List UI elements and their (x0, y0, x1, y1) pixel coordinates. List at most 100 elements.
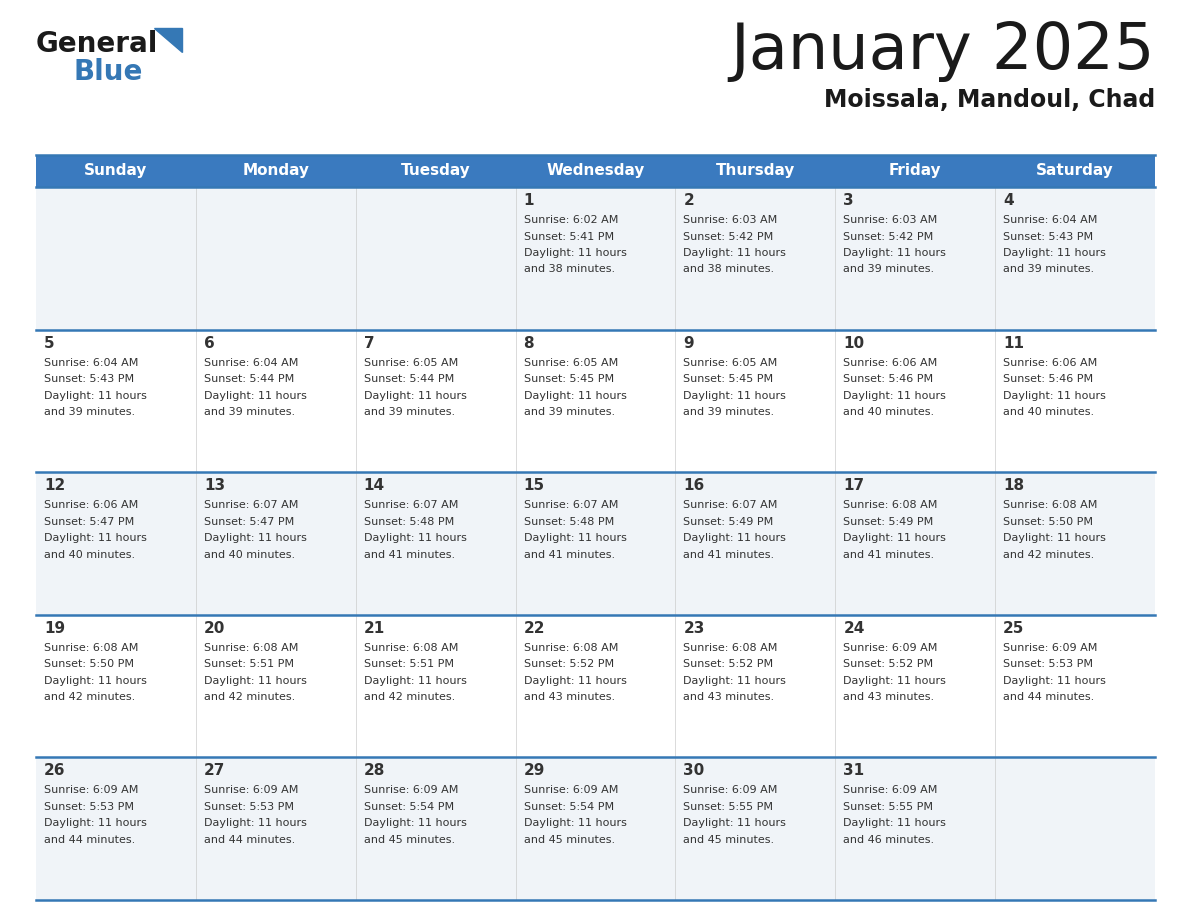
Text: and 38 minutes.: and 38 minutes. (524, 264, 614, 274)
Text: Sunrise: 6:08 AM: Sunrise: 6:08 AM (364, 643, 459, 653)
Text: Sunset: 5:53 PM: Sunset: 5:53 PM (44, 802, 134, 812)
Text: Sunset: 5:55 PM: Sunset: 5:55 PM (683, 802, 773, 812)
Text: Sunrise: 6:08 AM: Sunrise: 6:08 AM (524, 643, 618, 653)
Text: Daylight: 11 hours: Daylight: 11 hours (364, 390, 467, 400)
Text: Friday: Friday (889, 163, 942, 178)
Text: and 42 minutes.: and 42 minutes. (1003, 550, 1094, 560)
Text: Sunset: 5:45 PM: Sunset: 5:45 PM (683, 375, 773, 384)
Text: Saturday: Saturday (1036, 163, 1114, 178)
Text: and 39 minutes.: and 39 minutes. (1003, 264, 1094, 274)
Text: and 38 minutes.: and 38 minutes. (683, 264, 775, 274)
Text: Sunrise: 6:05 AM: Sunrise: 6:05 AM (364, 358, 457, 367)
Text: 17: 17 (843, 478, 865, 493)
Text: Sunset: 5:53 PM: Sunset: 5:53 PM (204, 802, 293, 812)
Text: Sunset: 5:49 PM: Sunset: 5:49 PM (843, 517, 934, 527)
Text: Daylight: 11 hours: Daylight: 11 hours (843, 390, 946, 400)
Text: Daylight: 11 hours: Daylight: 11 hours (364, 676, 467, 686)
Text: Daylight: 11 hours: Daylight: 11 hours (44, 533, 147, 543)
Text: Daylight: 11 hours: Daylight: 11 hours (364, 533, 467, 543)
Text: Sunset: 5:50 PM: Sunset: 5:50 PM (44, 659, 134, 669)
Text: Sunset: 5:45 PM: Sunset: 5:45 PM (524, 375, 614, 384)
Text: Blue: Blue (74, 58, 144, 86)
Text: Sunset: 5:53 PM: Sunset: 5:53 PM (1003, 659, 1093, 669)
Text: 8: 8 (524, 336, 535, 351)
Text: Sunrise: 6:09 AM: Sunrise: 6:09 AM (364, 786, 459, 795)
Text: Sunset: 5:42 PM: Sunset: 5:42 PM (843, 231, 934, 241)
Text: Sunset: 5:48 PM: Sunset: 5:48 PM (364, 517, 454, 527)
Text: Sunset: 5:52 PM: Sunset: 5:52 PM (524, 659, 614, 669)
Text: 15: 15 (524, 478, 544, 493)
Bar (36, 155, 1155, 187)
Text: 25: 25 (1003, 621, 1024, 636)
Text: and 43 minutes.: and 43 minutes. (843, 692, 935, 702)
Text: Daylight: 11 hours: Daylight: 11 hours (1003, 248, 1106, 258)
Text: Sunrise: 6:09 AM: Sunrise: 6:09 AM (843, 643, 937, 653)
Text: and 41 minutes.: and 41 minutes. (683, 550, 775, 560)
Text: and 40 minutes.: and 40 minutes. (204, 550, 295, 560)
Text: Sunrise: 6:08 AM: Sunrise: 6:08 AM (44, 643, 138, 653)
Text: 13: 13 (204, 478, 225, 493)
Text: Daylight: 11 hours: Daylight: 11 hours (1003, 676, 1106, 686)
Text: 10: 10 (843, 336, 865, 351)
Text: and 41 minutes.: and 41 minutes. (843, 550, 935, 560)
Bar (36, 187, 1155, 330)
Text: Sunset: 5:50 PM: Sunset: 5:50 PM (1003, 517, 1093, 527)
Text: Sunrise: 6:09 AM: Sunrise: 6:09 AM (44, 786, 138, 795)
Text: 7: 7 (364, 336, 374, 351)
Text: Sunset: 5:51 PM: Sunset: 5:51 PM (204, 659, 293, 669)
Text: Daylight: 11 hours: Daylight: 11 hours (683, 390, 786, 400)
Text: 27: 27 (204, 764, 226, 778)
Text: 9: 9 (683, 336, 694, 351)
Text: Sunrise: 6:06 AM: Sunrise: 6:06 AM (44, 500, 138, 510)
Text: Daylight: 11 hours: Daylight: 11 hours (524, 819, 626, 828)
Text: and 42 minutes.: and 42 minutes. (364, 692, 455, 702)
Text: Daylight: 11 hours: Daylight: 11 hours (204, 390, 307, 400)
Text: 20: 20 (204, 621, 226, 636)
Text: Daylight: 11 hours: Daylight: 11 hours (204, 676, 307, 686)
Text: 23: 23 (683, 621, 704, 636)
Text: General: General (36, 30, 158, 58)
Text: and 41 minutes.: and 41 minutes. (364, 550, 455, 560)
Text: Sunrise: 6:05 AM: Sunrise: 6:05 AM (683, 358, 778, 367)
Text: Sunset: 5:52 PM: Sunset: 5:52 PM (843, 659, 934, 669)
Text: Daylight: 11 hours: Daylight: 11 hours (1003, 533, 1106, 543)
Text: and 44 minutes.: and 44 minutes. (44, 834, 135, 845)
Text: and 44 minutes.: and 44 minutes. (204, 834, 295, 845)
Text: Sunset: 5:52 PM: Sunset: 5:52 PM (683, 659, 773, 669)
Text: Daylight: 11 hours: Daylight: 11 hours (683, 819, 786, 828)
Text: Sunset: 5:46 PM: Sunset: 5:46 PM (1003, 375, 1093, 384)
Text: Sunrise: 6:08 AM: Sunrise: 6:08 AM (204, 643, 298, 653)
Text: and 42 minutes.: and 42 minutes. (204, 692, 295, 702)
Text: Sunrise: 6:07 AM: Sunrise: 6:07 AM (364, 500, 459, 510)
Text: 2: 2 (683, 193, 694, 208)
Text: Sunset: 5:47 PM: Sunset: 5:47 PM (204, 517, 295, 527)
Text: Daylight: 11 hours: Daylight: 11 hours (843, 676, 946, 686)
Text: and 46 minutes.: and 46 minutes. (843, 834, 935, 845)
Text: and 44 minutes.: and 44 minutes. (1003, 692, 1094, 702)
Text: January 2025: January 2025 (731, 20, 1155, 82)
Text: 31: 31 (843, 764, 865, 778)
Text: Sunrise: 6:07 AM: Sunrise: 6:07 AM (524, 500, 618, 510)
Text: Sunrise: 6:05 AM: Sunrise: 6:05 AM (524, 358, 618, 367)
Text: and 40 minutes.: and 40 minutes. (44, 550, 135, 560)
Text: Thursday: Thursday (715, 163, 795, 178)
Text: Sunset: 5:44 PM: Sunset: 5:44 PM (364, 375, 454, 384)
Text: Sunrise: 6:07 AM: Sunrise: 6:07 AM (683, 500, 778, 510)
Text: Sunrise: 6:09 AM: Sunrise: 6:09 AM (1003, 643, 1098, 653)
Text: 12: 12 (44, 478, 65, 493)
Text: Sunrise: 6:09 AM: Sunrise: 6:09 AM (843, 786, 937, 795)
Text: 24: 24 (843, 621, 865, 636)
Text: Daylight: 11 hours: Daylight: 11 hours (843, 248, 946, 258)
Text: and 45 minutes.: and 45 minutes. (683, 834, 775, 845)
Text: Sunset: 5:43 PM: Sunset: 5:43 PM (1003, 231, 1093, 241)
Text: Sunset: 5:44 PM: Sunset: 5:44 PM (204, 375, 295, 384)
Text: Daylight: 11 hours: Daylight: 11 hours (524, 533, 626, 543)
Text: Daylight: 11 hours: Daylight: 11 hours (524, 676, 626, 686)
Text: Sunrise: 6:08 AM: Sunrise: 6:08 AM (843, 500, 937, 510)
Text: Sunrise: 6:06 AM: Sunrise: 6:06 AM (843, 358, 937, 367)
Text: and 45 minutes.: and 45 minutes. (364, 834, 455, 845)
Text: and 39 minutes.: and 39 minutes. (364, 407, 455, 417)
Text: and 39 minutes.: and 39 minutes. (843, 264, 935, 274)
Text: Daylight: 11 hours: Daylight: 11 hours (204, 819, 307, 828)
Text: Sunset: 5:43 PM: Sunset: 5:43 PM (44, 375, 134, 384)
